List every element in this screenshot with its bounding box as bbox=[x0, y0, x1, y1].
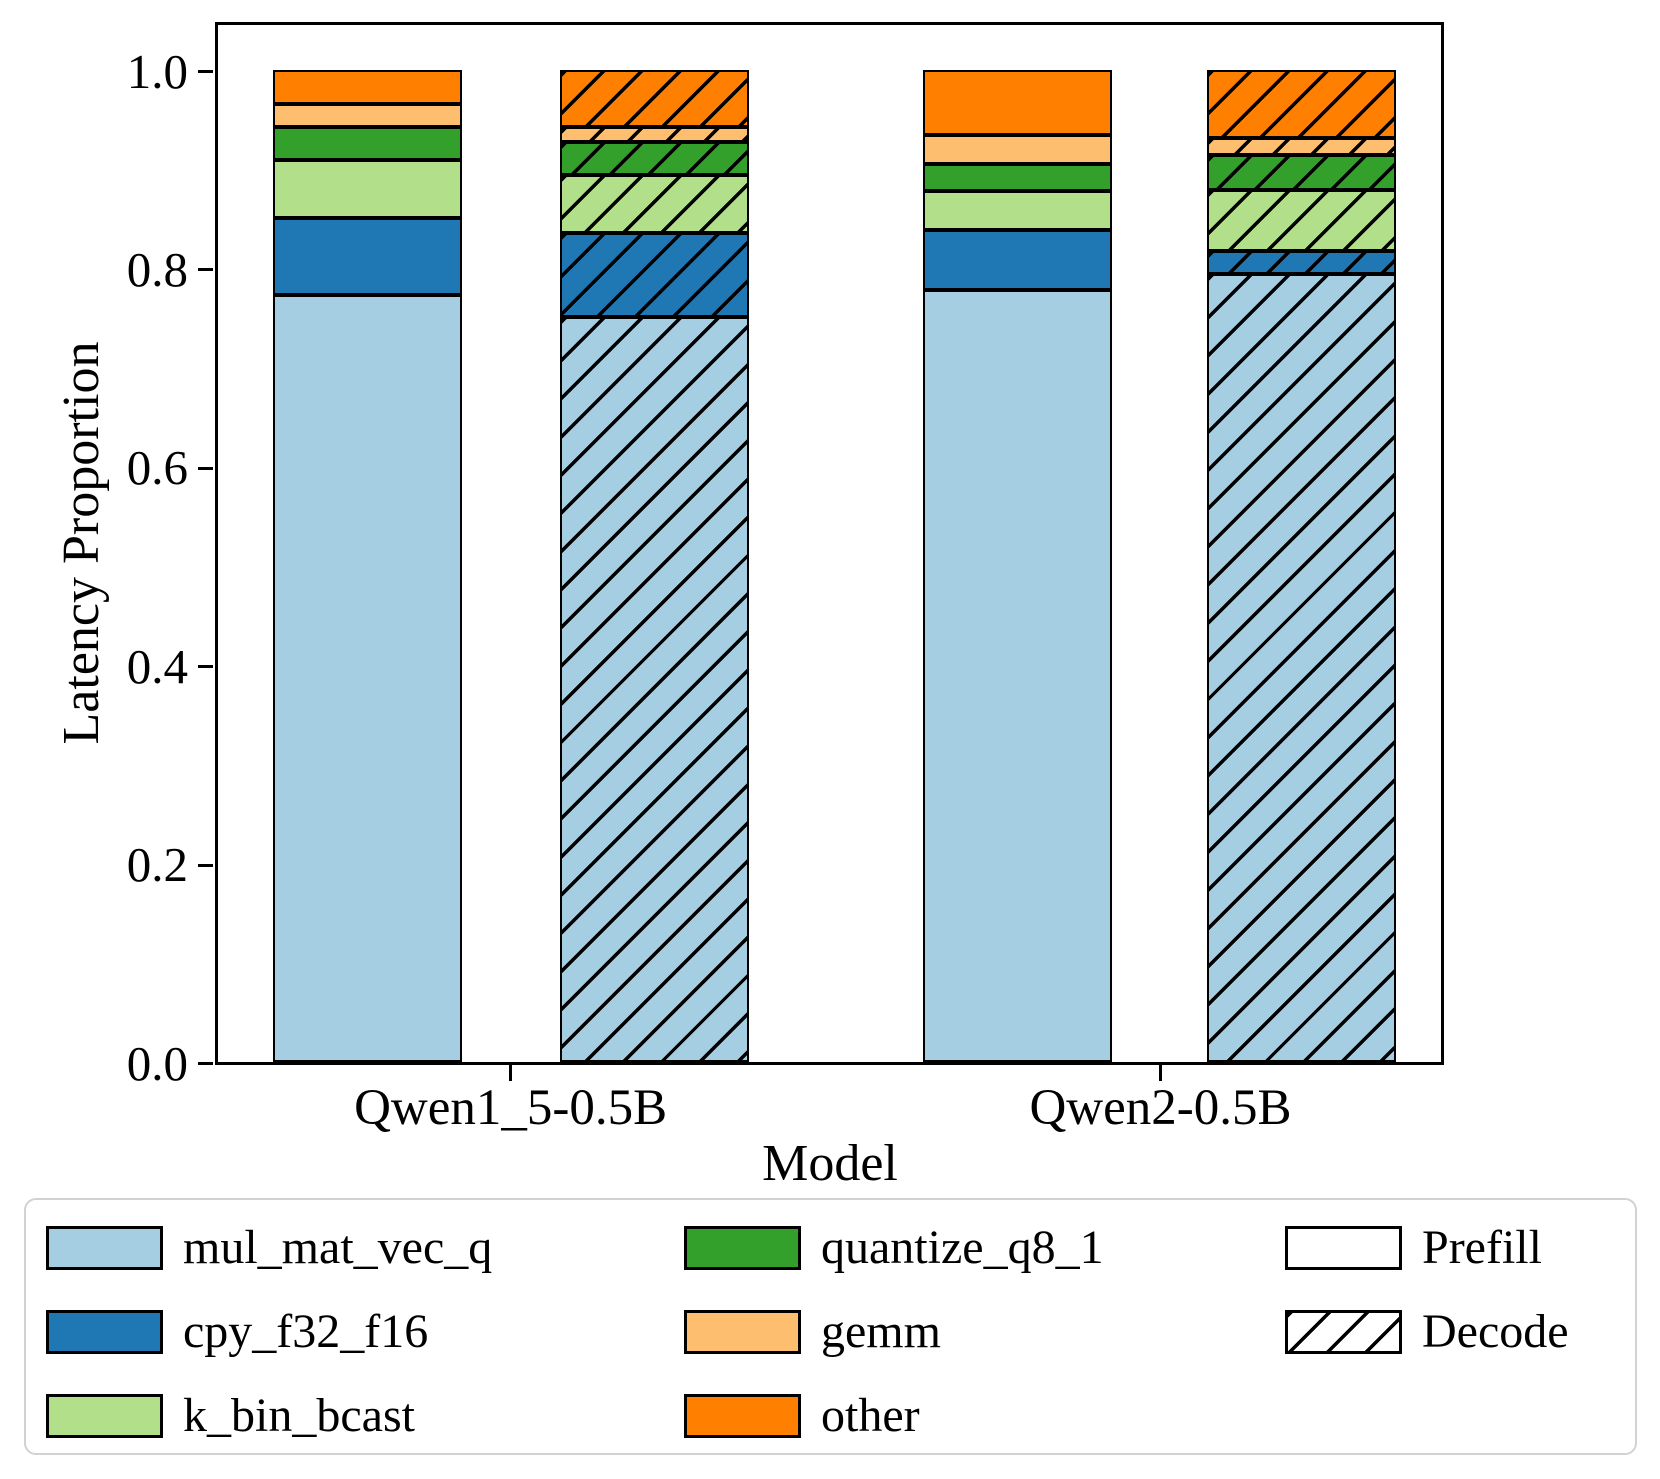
legend-swatch-Decode bbox=[1285, 1310, 1402, 1354]
legend-label-Decode: Decode bbox=[1422, 1305, 1569, 1358]
bar-segment-quantize_q8_1 bbox=[560, 142, 749, 176]
bar-segment-gemm bbox=[560, 126, 749, 143]
legend-label-Prefill: Prefill bbox=[1422, 1221, 1542, 1274]
legend-swatch-Prefill bbox=[1285, 1226, 1402, 1270]
y-tick-mark bbox=[198, 268, 213, 272]
y-tick-mark bbox=[198, 70, 213, 73]
bar-Qwen2-0.5B-Decode bbox=[1207, 70, 1396, 1062]
bar-segment-cpy_f32_f16 bbox=[1207, 250, 1396, 275]
legend-swatch-k_bin_bcast bbox=[46, 1394, 163, 1438]
legend-swatch-gemm bbox=[684, 1310, 801, 1354]
y-tick-mark bbox=[198, 466, 213, 470]
bar-Qwen1_5-0.5B-Decode bbox=[560, 70, 749, 1062]
legend-swatch-cpy_f32_f16 bbox=[46, 1310, 163, 1354]
y-tick-label: 0.6 bbox=[126, 440, 188, 496]
bar-segment-k_bin_bcast bbox=[273, 160, 462, 218]
bar-segment-k_bin_bcast bbox=[1207, 190, 1396, 251]
legend-label-other: other bbox=[821, 1389, 920, 1442]
y-tick-label: 0.8 bbox=[126, 241, 188, 297]
bar-segment-cpy_f32_f16 bbox=[923, 229, 1112, 291]
bar-segment-quantize_q8_1 bbox=[273, 126, 462, 161]
bar-segment-other bbox=[560, 70, 749, 127]
x-tick-mark bbox=[1159, 1064, 1162, 1081]
bar-segment-gemm bbox=[923, 135, 1112, 165]
bar-Qwen2-0.5B-Prefill bbox=[923, 70, 1112, 1062]
bar-segment-gemm bbox=[273, 103, 462, 127]
bar-segment-k_bin_bcast bbox=[923, 191, 1112, 230]
bar-segment-gemm bbox=[1207, 138, 1396, 156]
x-tick-label-1: Qwen1_5-0.5B bbox=[354, 1080, 668, 1136]
y-tick-mark bbox=[198, 863, 213, 867]
legend-label-mul_mat_vec_q: mul_mat_vec_q bbox=[183, 1221, 493, 1274]
x-axis-label: Model bbox=[762, 1135, 898, 1192]
legend-label-k_bin_bcast: k_bin_bcast bbox=[183, 1389, 415, 1442]
bar-segment-cpy_f32_f16 bbox=[273, 217, 462, 296]
y-tick-label: 0.2 bbox=[126, 837, 188, 893]
bar-segment-other bbox=[923, 70, 1112, 136]
bar-Qwen1_5-0.5B-Prefill bbox=[273, 70, 462, 1062]
bar-segment-mul_mat_vec_q bbox=[1207, 274, 1396, 1062]
y-tick-label: 0.0 bbox=[126, 1035, 188, 1091]
legend-swatch-other bbox=[684, 1394, 801, 1438]
bar-segment-other bbox=[273, 70, 462, 104]
x-tick-mark bbox=[509, 1064, 513, 1081]
plot-area bbox=[215, 22, 1444, 1065]
bar-segment-other bbox=[1207, 70, 1396, 139]
bar-segment-cpy_f32_f16 bbox=[560, 232, 749, 317]
legend: mul_mat_vec_q cpy_f32_f16 k_bin_bcast quant… bbox=[24, 1198, 1637, 1455]
y-axis-label: Latency Proportion bbox=[53, 341, 110, 745]
bar-segment-quantize_q8_1 bbox=[1207, 155, 1396, 191]
x-tick-label-2: Qwen2-0.5B bbox=[1029, 1080, 1292, 1136]
bar-segment-mul_mat_vec_q bbox=[923, 290, 1112, 1062]
y-tick-label: 0.4 bbox=[126, 638, 188, 694]
legend-label-cpy_f32_f16: cpy_f32_f16 bbox=[183, 1305, 429, 1358]
bar-segment-mul_mat_vec_q bbox=[273, 295, 462, 1062]
legend-label-quantize_q8_1: quantize_q8_1 bbox=[821, 1221, 1104, 1274]
y-tick-label: 1.0 bbox=[126, 43, 188, 99]
bar-segment-mul_mat_vec_q bbox=[560, 316, 749, 1062]
bar-segment-k_bin_bcast bbox=[560, 175, 749, 233]
bar-segment-quantize_q8_1 bbox=[923, 164, 1112, 192]
legend-label-gemm: gemm bbox=[821, 1305, 941, 1358]
y-tick-mark bbox=[198, 1062, 213, 1065]
legend-swatch-quantize_q8_1 bbox=[684, 1226, 801, 1270]
legend-swatch-mul_mat_vec_q bbox=[46, 1226, 163, 1270]
y-tick-mark bbox=[198, 665, 213, 669]
